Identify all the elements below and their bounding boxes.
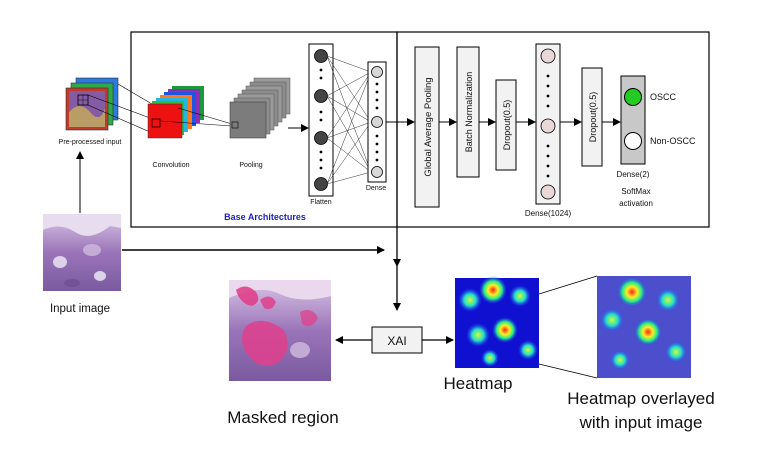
xai-box: [371, 326, 423, 354]
dense1024-ellipsis-dot: [546, 154, 550, 158]
connection-line: [326, 71, 372, 185]
flatten-label: Flatten: [310, 199, 332, 206]
base-architectures-label: Base Architectures: [224, 212, 306, 222]
dense1024-label: Dense(1024): [525, 209, 572, 218]
dense-ellipsis-dot: [375, 82, 379, 86]
heatmap-overlay-label-line1: Heatmap overlayed: [567, 389, 714, 408]
connection-line: [326, 71, 372, 139]
dense1024-nodes: [540, 48, 556, 200]
dense-label: Dense: [366, 185, 386, 192]
dense1024-node: [540, 118, 556, 134]
dense2-label: Dense(2): [617, 170, 650, 179]
dense-node: [371, 116, 383, 128]
flatten-ellipsis-dot: [319, 118, 323, 122]
connection-line: [326, 55, 372, 173]
connection-line: [326, 121, 372, 139]
dense1024-ellipsis-dot: [546, 164, 550, 168]
dense-ellipsis-dot: [375, 98, 379, 102]
flatten-ellipsis-dot: [319, 166, 323, 170]
connection-line: [326, 55, 372, 73]
dense-ellipsis-dot: [375, 90, 379, 94]
connection-line: [326, 171, 372, 185]
dense-ellipsis-dot: [375, 150, 379, 154]
non-oscc-label: Non-OSCC: [650, 136, 696, 146]
batchnorm-label: Batch Normalization: [464, 72, 474, 153]
flatten-ellipsis-dot: [319, 150, 323, 154]
gap-layer-box: [414, 46, 440, 208]
oscc-output-node: [624, 88, 642, 106]
preprocessed-input-stack: [65, 77, 119, 131]
xai-label: XAI: [387, 334, 406, 348]
flatten-ellipsis-dot: [319, 76, 323, 80]
flatten-node: [314, 131, 328, 145]
connection-line: [326, 121, 372, 185]
masked-region-label: Masked region: [227, 408, 339, 427]
activation-label: activation: [619, 199, 653, 208]
dense1024-ellipsis-dot: [546, 74, 550, 78]
dense1024-ellipsis-dot: [546, 84, 550, 88]
flatten-ellipsis-dot: [319, 68, 323, 72]
dense1024-ellipsis-dot: [546, 104, 550, 108]
heatmap-overlay-image: [597, 276, 691, 378]
convolution-stack: [147, 86, 204, 139]
conv-to-pool-lines: [159, 107, 233, 127]
classifier-head-box: [396, 31, 710, 228]
dense-ellipsis-dot: [375, 158, 379, 162]
dense1024-ellipsis-dot: [546, 174, 550, 178]
dense1024-ellipsis-dot: [546, 94, 550, 98]
dense-ellipsis-dot: [375, 106, 379, 110]
dense-ellipsis-dot: [375, 142, 379, 146]
input-image-label: Input image: [50, 303, 110, 315]
pooling-label: Pooling: [239, 162, 262, 169]
heatmap-label: Heatmap: [444, 374, 513, 393]
zoom-line-bottom: [538, 363, 598, 379]
oscc-label: OSCC: [650, 92, 677, 102]
gap-label: Global Average Pooling: [423, 77, 434, 176]
dropout1-label: Dropout(0.5): [502, 100, 512, 151]
connection-line: [326, 55, 372, 123]
flatten-node: [314, 89, 328, 103]
dense1024-node: [540, 184, 556, 200]
dropout2-label: Dropout(0.5): [588, 92, 598, 143]
dense-ellipsis-dot: [375, 134, 379, 138]
preprocessed-input-label: Pre-processed input: [59, 139, 122, 146]
heatmap-overlay-label-line2: with input image: [579, 413, 703, 432]
flatten-ellipsis-dot: [319, 110, 323, 114]
heatmap-image: [455, 276, 539, 368]
batchnorm-layer-box: [456, 46, 480, 178]
dropout1-layer-box: [495, 79, 517, 171]
input-projection-lines: [87, 83, 153, 133]
dense1024-node: [540, 48, 556, 64]
dense-nodes: [371, 66, 383, 178]
masked-region-image: [229, 280, 331, 381]
connection-line: [326, 137, 372, 173]
convolution-label: Convolution: [153, 162, 190, 169]
flatten-node: [314, 177, 328, 191]
connection-line: [326, 71, 372, 97]
non-oscc-output-node: [624, 132, 642, 150]
softmax-label: SoftMax: [621, 187, 650, 196]
pooling-stack: [229, 77, 291, 139]
connection-line: [326, 95, 372, 173]
connection-line: [326, 95, 372, 123]
flatten-ellipsis-dot: [319, 158, 323, 162]
dense-node: [371, 66, 383, 78]
flatten-node: [314, 49, 328, 63]
dense1024-ellipsis-dot: [546, 144, 550, 148]
flatten-dense-connections: [326, 55, 372, 185]
dense-node: [371, 166, 383, 178]
input-image: [43, 214, 121, 291]
zoom-line-top: [538, 275, 598, 295]
dropout2-layer-box: [581, 67, 603, 167]
